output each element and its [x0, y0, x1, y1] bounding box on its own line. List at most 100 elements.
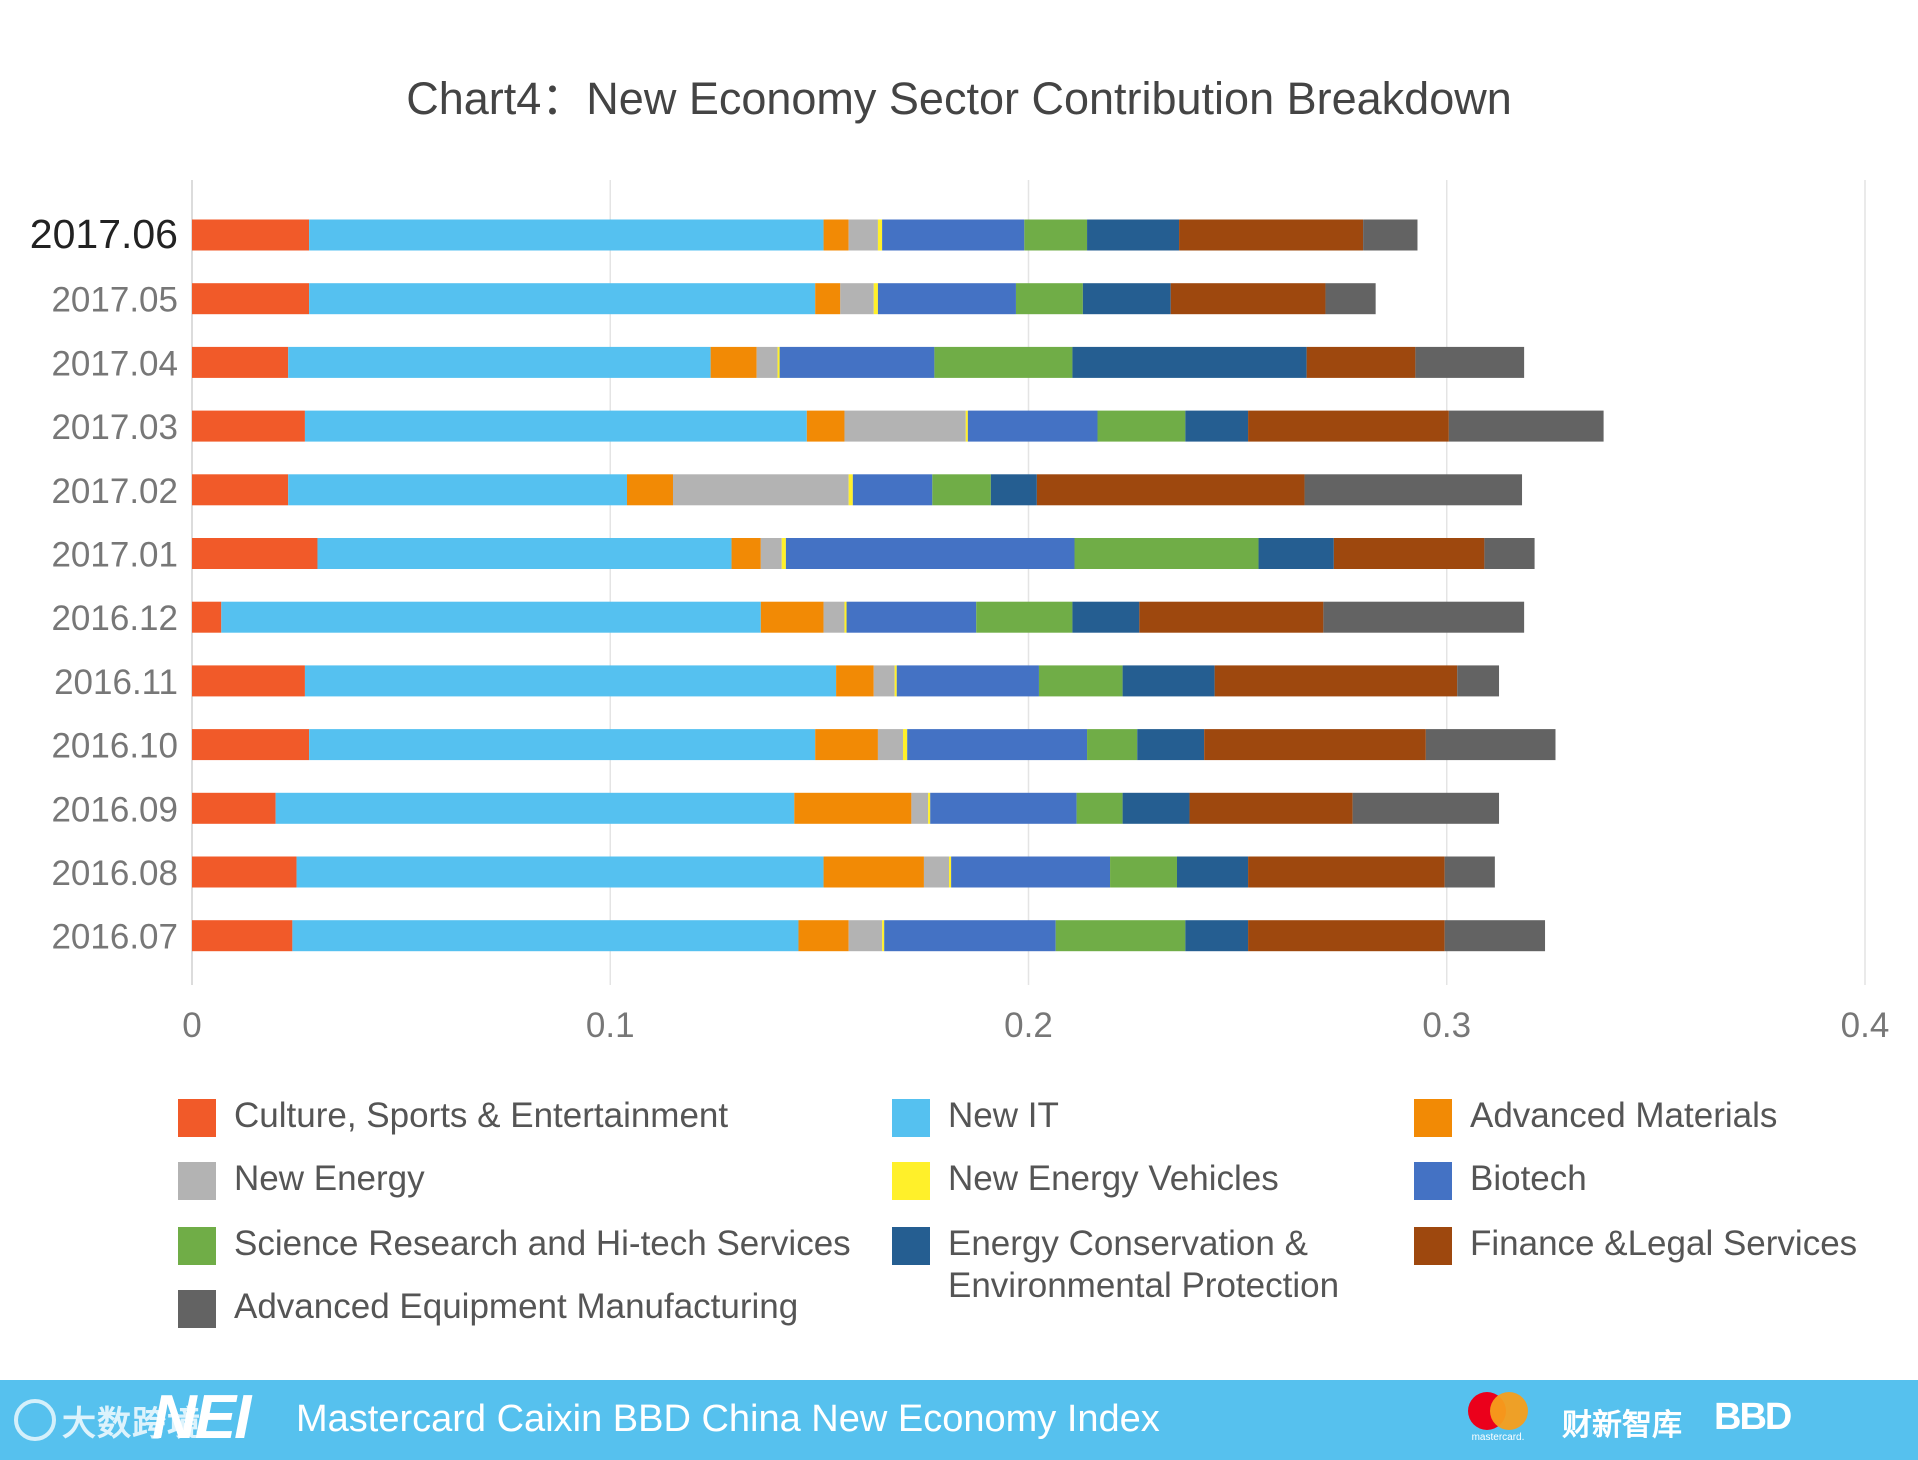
bar-segment: [951, 856, 1111, 888]
bar-segment: [1170, 283, 1326, 315]
bar-segment: [877, 219, 883, 251]
legend-swatch: [178, 1099, 216, 1137]
footer-banner: 大数跨境 NEI Mastercard Caixin BBD China New…: [0, 1380, 1918, 1460]
bar-segment: [1122, 792, 1190, 824]
bar-segment: [844, 601, 847, 633]
category-label: 2016.07: [51, 918, 178, 957]
legend-label: Culture, Sports & Entertainment: [234, 1096, 729, 1135]
bar-row-2016.11: [192, 665, 1500, 697]
bar-segment: [882, 920, 885, 952]
bar-row-2016.10: [192, 729, 1556, 761]
bar-segment: [192, 665, 305, 697]
x-tick-label: 0: [182, 1006, 201, 1045]
bar-segment: [965, 410, 968, 442]
bar-segment: [1036, 474, 1305, 506]
bar-segment: [1258, 538, 1334, 569]
bbd-logo: BBD: [1714, 1396, 1792, 1438]
bar-segment: [1110, 856, 1177, 888]
bar-segment: [806, 410, 845, 442]
bar-segment: [1323, 601, 1525, 633]
bar-segment: [911, 792, 929, 824]
caixin-logo: 财新智库: [1562, 1409, 1682, 1442]
bar-segment: [1248, 410, 1449, 442]
bar-segment: [1248, 920, 1445, 952]
bar-segment: [928, 792, 931, 824]
bar-segment: [1137, 729, 1205, 761]
bar-segment: [877, 283, 1016, 315]
bar-segment: [1072, 601, 1140, 633]
bar-segment: [1444, 856, 1495, 888]
bar-segment: [990, 474, 1037, 506]
mastercard-label: mastercard.: [1471, 1432, 1525, 1443]
category-label: 2016.10: [51, 727, 178, 766]
legend-swatch: [1414, 1099, 1452, 1137]
category-label: 2017.03: [51, 408, 178, 447]
bar-segment: [710, 346, 757, 378]
bar-segment: [288, 346, 711, 378]
x-tick-label: 0.4: [1841, 1006, 1890, 1045]
category-label: 2017.02: [51, 472, 178, 511]
nei-logo: NEI: [152, 1383, 251, 1452]
bar-segment: [1087, 219, 1180, 251]
bar-segment: [848, 474, 853, 506]
bar-segment: [815, 729, 878, 761]
legend-item: Energy Conservation & Environmental Prot…: [892, 1223, 1339, 1307]
bar-segment: [192, 346, 289, 378]
bar-segment: [848, 219, 878, 251]
bar-segment: [884, 920, 1056, 952]
bar-segment: [903, 729, 908, 761]
bar-segment: [1363, 219, 1418, 251]
bar-segment: [823, 856, 924, 888]
bar-segment: [309, 283, 816, 315]
legend-swatch: [178, 1290, 216, 1328]
bar-segment: [873, 283, 878, 315]
bar-segment: [1038, 665, 1123, 697]
category-label: 2017.04: [51, 344, 178, 383]
bar-segment: [976, 601, 1073, 633]
bar-segment: [844, 410, 966, 442]
footer-title: Mastercard Caixin BBD China New Economy …: [296, 1398, 1160, 1440]
bar-segment: [1214, 665, 1458, 697]
bar-segment: [1189, 792, 1353, 824]
bar-segment: [1179, 219, 1364, 251]
bar-row-2017.05: [192, 283, 1376, 315]
bar-segment: [823, 601, 845, 633]
bar-segment: [794, 792, 912, 824]
bar-segment: [1185, 920, 1249, 952]
bar-segment: [836, 665, 874, 697]
bar-segment: [967, 410, 1098, 442]
legend-swatch: [1414, 1162, 1452, 1200]
bar-segment: [192, 538, 318, 569]
bar-segment: [1072, 346, 1307, 378]
bar-segment: [192, 410, 305, 442]
bar-row-2017.02: [192, 474, 1523, 506]
bar-segment: [760, 538, 782, 569]
x-tick-label: 0.1: [586, 1006, 635, 1045]
legend-label: Advanced Materials: [1470, 1096, 1778, 1135]
category-label: 2017.06: [30, 211, 178, 257]
bar-segment: [846, 601, 977, 633]
category-label: 2017.05: [51, 281, 178, 320]
bar-segment: [1024, 219, 1088, 251]
bar-segment: [781, 538, 786, 569]
bar-segment: [949, 856, 952, 888]
legend-item: Culture, Sports & Entertainment: [178, 1095, 728, 1137]
bar-segment: [785, 538, 1075, 569]
bar-segment: [1457, 665, 1500, 697]
x-tick-label: 0.3: [1422, 1006, 1471, 1045]
bar-segment: [1248, 856, 1445, 888]
bar-segment: [1074, 538, 1259, 569]
bar-segment: [1087, 729, 1138, 761]
bar-segment: [192, 729, 310, 761]
bar-segment: [779, 346, 935, 378]
category-label: 2016.09: [51, 790, 178, 829]
bar-row-2016.08: [192, 856, 1495, 888]
bar-row-2017.04: [192, 346, 1525, 378]
bar-row-2017.01: [192, 538, 1535, 569]
bar-segment: [798, 920, 849, 952]
bar-segment: [304, 665, 837, 697]
legend-label: Energy Conservation & Environmental Prot…: [948, 1224, 1340, 1305]
category-label: 2016.11: [54, 663, 178, 702]
bar-segment: [292, 920, 799, 952]
bar-segment: [192, 474, 289, 506]
